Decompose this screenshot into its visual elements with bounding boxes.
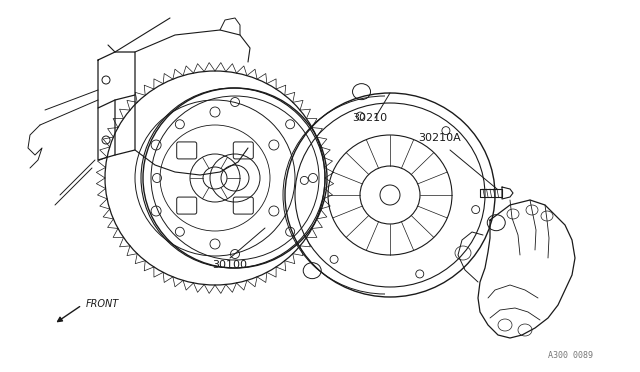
Text: 30210: 30210 [353, 113, 388, 123]
Text: 30210A: 30210A [419, 133, 461, 143]
Text: FRONT: FRONT [86, 299, 119, 309]
Text: 30100: 30100 [212, 260, 248, 270]
Text: A300 0089: A300 0089 [547, 352, 593, 360]
